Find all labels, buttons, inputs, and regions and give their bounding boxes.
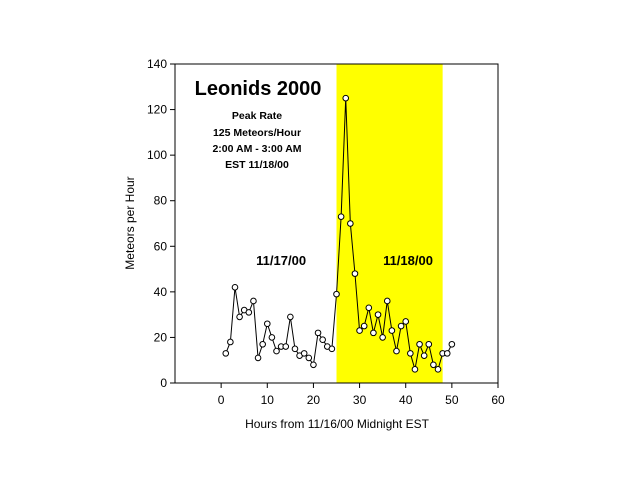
data-point — [351, 270, 359, 277]
y-axis: 0 20 40 60 80 100 120 140 — [147, 57, 175, 390]
y-tick-label: 140 — [147, 57, 167, 71]
x-tick-label: 0 — [218, 393, 225, 407]
data-point — [411, 366, 419, 373]
y-tick-label: 60 — [154, 239, 168, 253]
data-point — [245, 309, 253, 316]
y-axis-label: Meteors per Hour — [123, 176, 137, 269]
x-tick-label: 40 — [399, 393, 413, 407]
annotation-line-1: Peak Rate — [232, 110, 282, 122]
x-tick-label: 20 — [307, 393, 321, 407]
data-point — [263, 320, 271, 328]
data-point — [360, 322, 368, 330]
data-point — [416, 340, 423, 348]
data-point — [393, 347, 400, 355]
data-point — [259, 340, 266, 348]
y-tick-label: 0 — [160, 376, 167, 390]
y-tick-label: 80 — [154, 194, 168, 208]
data-point — [273, 347, 280, 355]
region-label-11-17: 11/17/00 — [256, 253, 306, 268]
data-point — [222, 350, 230, 357]
data-point — [310, 361, 317, 369]
data-points — [222, 94, 456, 373]
data-point — [379, 334, 386, 341]
data-point — [388, 327, 396, 334]
data-point — [250, 297, 257, 305]
data-point — [236, 313, 243, 321]
plot-frame — [174, 63, 499, 384]
data-point — [407, 350, 414, 357]
data-point — [268, 334, 276, 341]
data-point — [420, 352, 428, 359]
data-point — [397, 322, 405, 330]
data-point — [402, 318, 410, 325]
x-tick-label: 50 — [445, 393, 459, 407]
data-point — [227, 338, 234, 346]
data-point — [282, 343, 290, 350]
annotation-line-2: 125 Meteors/Hour — [213, 127, 301, 139]
data-point — [254, 354, 262, 362]
data-point — [356, 327, 363, 334]
y-tick-label: 100 — [147, 148, 167, 162]
data-point — [305, 354, 313, 362]
data-point — [383, 297, 391, 305]
data-point — [365, 304, 373, 312]
x-axis: 0 10 20 30 40 50 60 — [218, 383, 505, 407]
region-label-11-18: 11/18/00 — [383, 253, 433, 268]
x-tick-label: 60 — [491, 393, 505, 407]
data-point — [430, 361, 437, 369]
data-point — [319, 336, 326, 344]
data-point — [337, 213, 345, 220]
y-tick-label: 20 — [154, 330, 168, 344]
data-point — [300, 350, 308, 357]
data-point — [347, 220, 354, 227]
x-tick-label: 30 — [353, 393, 367, 407]
data-point — [231, 284, 239, 291]
y-tick-label: 120 — [147, 103, 167, 117]
data-point — [443, 350, 451, 357]
annotation-line-3: 2:00 AM - 3:00 AM — [212, 143, 301, 155]
data-point — [434, 366, 442, 373]
annotation-line-4: EST 11/18/00 — [225, 159, 289, 171]
data-point — [328, 345, 336, 353]
x-tick-label: 10 — [261, 393, 275, 407]
chart-title: Leonids 2000 — [195, 78, 322, 100]
x-axis-label: Hours from 11/16/00 Midnight EST — [245, 417, 430, 431]
data-point — [374, 311, 382, 318]
data-point — [370, 329, 377, 337]
data-point — [448, 340, 456, 348]
data-point — [425, 340, 433, 348]
data-point — [291, 345, 299, 353]
y-tick-label: 40 — [154, 285, 168, 299]
data-point — [314, 329, 322, 337]
data-point — [287, 313, 294, 321]
data-point — [342, 94, 350, 102]
data-point — [333, 290, 340, 298]
